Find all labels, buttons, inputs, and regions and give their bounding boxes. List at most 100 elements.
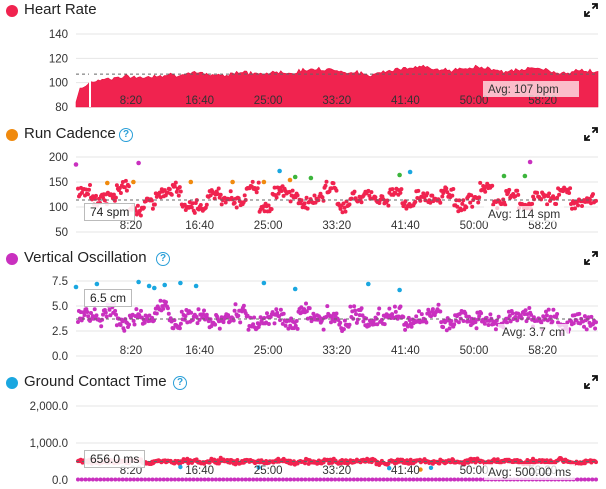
oscillation-point [403,327,408,332]
x-tick-label: 16:40 [185,95,214,107]
cadence-point [94,193,98,198]
cadence-point [218,192,223,197]
x-tick-label: 25:00 [254,345,283,357]
oscillation-point [177,326,182,331]
oscillation-point [277,314,282,319]
oscillation-header: Vertical Oscillation ? [0,248,606,270]
cadence-point [101,195,105,200]
cadence-point [192,210,197,215]
oscillation-point [245,313,250,318]
ground-contact-baseline-point [225,477,230,482]
cadence-point [232,200,237,205]
oscillation-highlight-point [261,280,267,286]
oscillation-point [295,326,300,331]
oscillation-panel: Vertical Oscillation ? 7.5 5.0 2.5 0.0 8:20 1… [0,248,606,368]
ground-contact-baseline-point [586,477,591,482]
oscillation-point [347,322,352,327]
oscillation-point [103,310,108,315]
cadence-title: Run Cadence [24,125,116,142]
cadence-point [86,192,90,197]
ground-contact-baseline-point [329,477,334,482]
ground-contact-baseline-point [176,477,181,482]
ground-contact-baseline-point [247,477,252,482]
cadence-point [399,187,404,192]
ground-contact-baseline-point [389,477,393,482]
ground-contact-baseline-point [139,477,144,482]
question-circle-icon[interactable]: ? [173,376,187,390]
ground-contact-highlight-point [178,464,183,470]
ground-contact-baseline-point [146,477,151,482]
question-circle-icon[interactable]: ? [156,252,170,266]
oscillation-highlight-point [292,286,298,292]
expand-arrows-icon[interactable] [584,127,598,141]
ground-contact-baseline-point [143,477,148,482]
x-tick-label: 33:20 [322,345,351,357]
cadence-point [377,201,382,205]
ground-contact-baseline-point [295,477,300,482]
oscillation-point [236,313,241,318]
cadence-point [334,188,339,193]
x-tick-label: 41:40 [391,465,420,477]
ground-contact-baseline-point [411,477,416,482]
cadence-point [393,191,398,196]
ground-contact-baseline-point [94,477,99,482]
heart-rate-chart[interactable]: 140 120 100 80 8:20 16:40 25:00 33:20 41:40 50:00… [0,20,606,120]
oscillation-point [393,309,398,314]
ground-contact-baseline-point [161,477,166,482]
oscillation-point [375,322,380,327]
ground-contact-baseline-point [377,477,382,482]
oscillation-point [582,324,586,329]
oscillation-point [86,314,91,319]
cadence-point [223,200,228,205]
oscillation-point [367,323,371,328]
oscillation-point [189,310,194,315]
cadence-point [567,191,572,195]
ground-contact-baseline-point [180,477,185,482]
cadence-point [554,202,559,206]
oscillation-point [257,322,262,327]
ground-contact-baseline-point [90,477,95,482]
cadence-legend-dot [6,129,18,141]
oscillation-point [414,314,419,319]
expand-arrows-icon[interactable] [584,375,598,389]
cadence-point [111,192,116,197]
cadence-point [242,193,247,198]
oscillation-point [89,311,93,315]
ground-contact-baseline-point [463,477,468,482]
ground-contact-baseline-point [422,477,427,482]
cadence-point [208,193,213,198]
cadence-point [176,193,181,198]
cadence-chart[interactable]: 200 150 100 50 8:20 16:40 25:00 33:20 41:40 50:00… [0,146,606,246]
oscillation-point [377,306,382,311]
oscillation-point [221,320,226,325]
oscillation-point [85,310,90,314]
ground-contact-baseline-point [430,477,434,482]
avg-label-text: Avg: 107 bpm [488,84,559,96]
cadence-point [87,187,91,192]
ground-contact-baseline-point [351,477,356,482]
cadence-point [476,200,481,205]
oscillation-chart[interactable]: 7.5 5.0 2.5 0.0 8:20 16:40 25:00 33:20 41:40 50:0… [0,272,606,372]
cadence-header: Run Cadence ? [0,124,606,146]
cadence-highlight-point [131,179,136,185]
x-tick-label: 25:00 [254,95,283,107]
ground-contact-baseline-point [269,477,274,482]
y-tick-label: 2.5 [52,326,68,338]
expand-arrows-icon[interactable] [584,3,598,17]
cadence-point [576,203,580,208]
oscillation-point [361,319,366,324]
oscillation-point [283,323,288,328]
x-tick-label: 41:40 [391,220,420,232]
oscillation-point [522,312,527,317]
oscillation-point [405,324,410,329]
question-circle-icon[interactable]: ? [119,128,133,142]
cadence-point [461,198,466,203]
ground-contact-baseline-point [322,477,326,482]
x-tick-label: 8:20 [120,220,142,232]
oscillation-point [424,320,429,325]
oscillation-point [569,319,573,324]
expand-arrows-icon[interactable] [584,251,598,265]
oscillation-point [419,312,424,317]
x-tick-label: 16:40 [185,465,214,477]
oscillation-point [233,302,238,307]
